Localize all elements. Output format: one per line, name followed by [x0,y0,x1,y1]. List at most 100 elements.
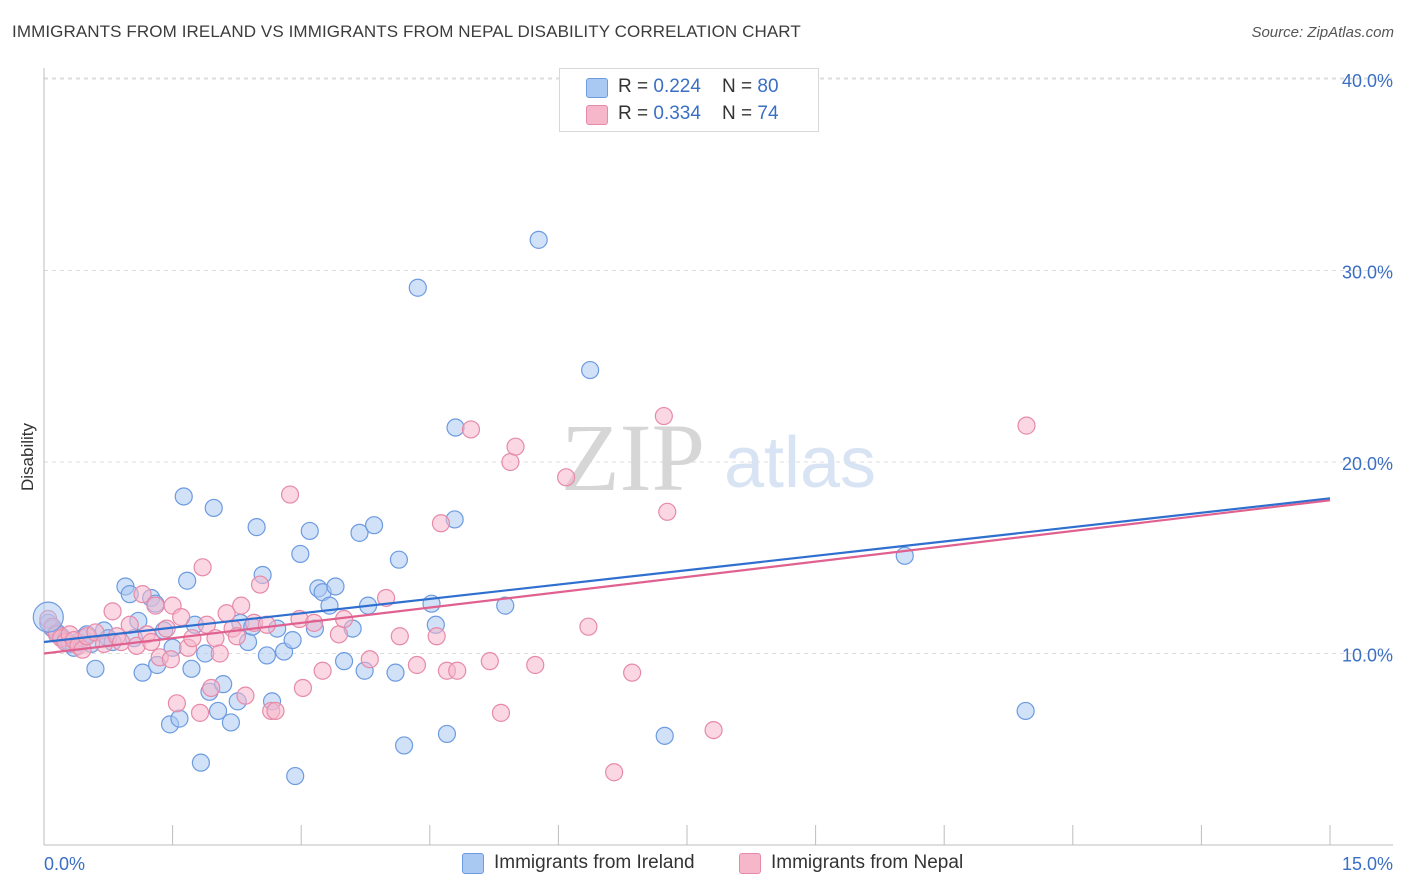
nepal-point [232,596,251,615]
ireland-point [408,278,427,297]
nepal-trend-line [43,499,1331,655]
axes [43,68,1393,846]
nepal-point [193,558,212,577]
nepal-point [526,655,545,675]
ireland-point [182,659,201,678]
y-tick-label: 30.0% [1342,263,1393,283]
tick-labels: 10.0% 20.0% 30.0% 40.0% 0.0% 15.0% [44,71,1393,874]
nepal-point [427,627,446,646]
legend-n-label: N = [722,76,758,97]
trend-lines [43,497,1331,655]
nepal-point [313,661,332,680]
legend-n-label: N = [722,103,758,124]
nepal-point [557,468,576,487]
bottom-legend-label-ireland: Immigrants from Ireland [494,852,695,873]
nepal-point [376,588,396,608]
ireland-point [386,663,405,682]
ireland-point [334,652,354,671]
ireland-point [394,736,414,755]
legend-swatch-nepal [586,105,608,125]
nepal-point [658,502,677,521]
nepal-point [161,650,180,669]
y-axis-label: Disability [18,422,37,491]
ireland-point [178,571,197,590]
nepal-point [448,661,467,680]
nepal-point [407,655,427,675]
chart-title: IMMIGRANTS FROM IRELAND VS IMMIGRANTS FR… [12,22,801,41]
nepal-point [491,703,511,722]
nepal-point [210,644,229,663]
ireland-point [437,724,457,744]
ireland-point [86,659,105,678]
nepal-point [1017,416,1036,435]
nepal-point [250,575,270,594]
nepal-point [704,720,723,740]
nepal-point [579,617,598,636]
nepal-point [280,485,300,504]
ireland-point [133,663,152,682]
nepal-point [236,686,255,705]
ireland-point [191,753,210,772]
ireland-point [170,709,189,728]
bottom-legend-swatch-ireland [462,853,484,874]
nepal-point [202,678,221,698]
ireland-point [174,487,193,506]
bottom-legend-swatch-nepal [739,853,761,874]
data-points [32,230,1036,786]
y-tick-label: 20.0% [1342,454,1393,474]
ireland-point [655,726,674,745]
nepal-point [654,406,673,426]
y-tick-label: 10.0% [1342,646,1393,666]
ireland-point [446,418,465,437]
nepal-point [506,437,525,456]
ireland-point [208,701,228,721]
nepal-point [329,625,349,644]
watermark-atlas: atlas [724,423,876,503]
ireland-point [326,577,345,596]
nepal-point [167,694,186,713]
nepal-point [293,678,313,698]
x-tick-label: 0.0% [44,854,85,874]
ireland-point [291,544,310,564]
ireland-point [389,550,409,569]
nepal-point [146,596,165,615]
nepal-point [501,452,520,472]
nepal-point [390,627,409,646]
nepal-point [112,632,131,652]
nepal-point [190,703,210,722]
ireland-point [247,518,266,537]
nepal-point [266,701,285,721]
y-tick-label: 40.0% [1342,71,1393,91]
ireland-point [1016,701,1035,721]
nepal-point [172,608,191,627]
nepal-point [461,420,481,439]
legend-n-value: 80 [757,76,779,97]
bottom-legend-label-nepal: Immigrants from Nepal [771,852,964,873]
ireland-trend-line [43,497,1331,644]
nepal-point [623,663,642,682]
ireland-point [350,523,369,542]
legend-r-value: 0.224 [653,76,701,97]
nepal-point [103,602,122,621]
ireland-point [496,596,515,615]
nepal-point [431,514,451,533]
ireland-point [529,230,548,249]
nepal-point [605,763,624,782]
ireland-point [286,766,305,786]
legend-n-value: 74 [757,103,779,124]
x-tick-label: 15.0% [1342,854,1393,874]
legend-r-label: R = [618,103,654,124]
ireland-point [364,516,384,535]
nepal-point [360,650,379,669]
ireland-point [32,601,64,633]
legend-r-label: R = [618,76,654,97]
watermark-zip: ZIP [561,404,705,511]
source-label: Source: ZipAtlas.com [1251,24,1394,41]
nepal-point [480,652,499,671]
legend-swatch-ireland [586,78,608,98]
nepal-point [183,629,202,648]
ireland-point [283,630,302,650]
ireland-point [221,713,240,732]
ireland-point [581,360,600,380]
